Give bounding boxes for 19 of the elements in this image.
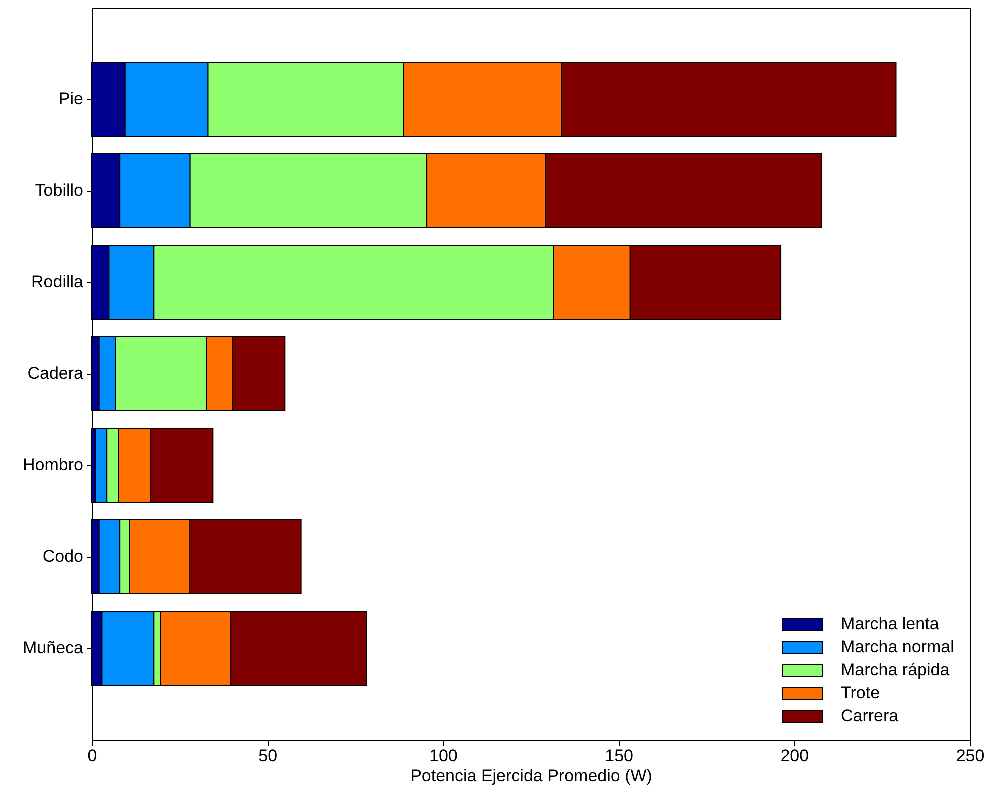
legend-label: Carrera	[841, 706, 900, 726]
y-tick-label: Pie	[58, 90, 84, 108]
x-tick-label: 200	[780, 746, 810, 766]
y-tick-label: Hombro	[23, 456, 84, 474]
legend-label: Trote	[841, 684, 880, 702]
legend-label: Marcha normal	[841, 638, 954, 656]
y-tick-label: Codo	[42, 547, 84, 566]
legend-label: Marcha rápida	[841, 660, 950, 680]
y-tick-label: Cadera	[28, 364, 84, 383]
y-tick-label: Muñeca	[23, 638, 84, 658]
x-tick-label: 100	[430, 746, 458, 766]
x-tick-label: 150	[605, 746, 634, 766]
x-axis-title: Potencia Ejercida Promedio (W)	[410, 766, 652, 786]
y-tick-label: Rodilla	[32, 272, 84, 292]
legend-label: Marcha lenta	[841, 614, 940, 634]
y-tick-label: Tobillo	[35, 181, 84, 200]
x-tick-label: 0	[88, 746, 98, 766]
x-tick-label: 250	[956, 746, 985, 766]
x-tick-label: 50	[258, 746, 278, 766]
